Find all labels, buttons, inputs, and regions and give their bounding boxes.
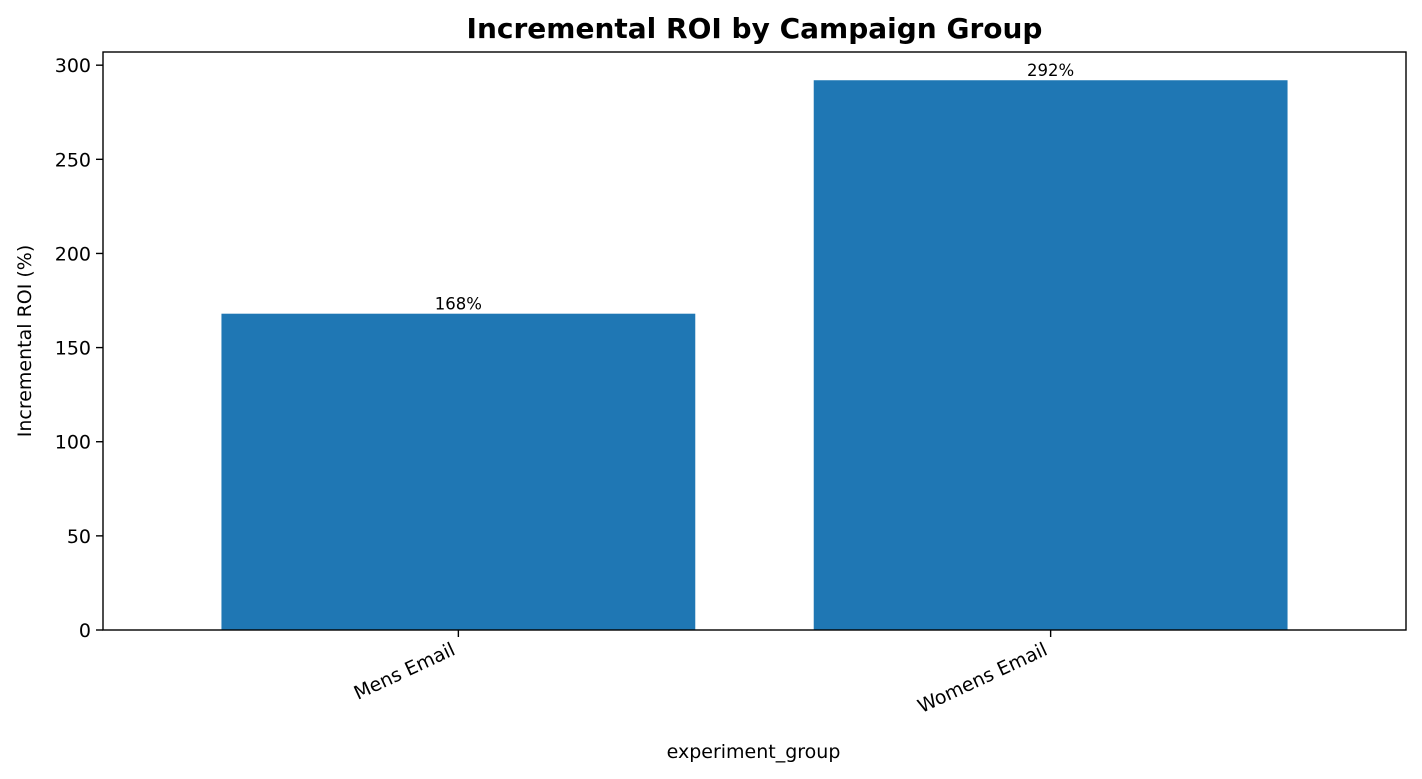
y-tick-label: 150 xyxy=(55,338,91,360)
y-axis-label: Incremental ROI (%) xyxy=(14,245,36,438)
bars-group xyxy=(221,80,1288,631)
plot-frame xyxy=(102,51,1407,631)
y-tick-label: 200 xyxy=(55,243,91,265)
y-axis: 0 50 100 150 200 250 300 xyxy=(55,55,103,642)
chart-title: Incremental ROI by Campaign Group xyxy=(467,12,1043,45)
y-tick-label: 100 xyxy=(55,432,91,454)
bar-womens-email xyxy=(813,80,1288,631)
y-tick-label: 250 xyxy=(55,149,91,171)
x-axis-label: experiment_group xyxy=(667,741,841,763)
data-label: 168% xyxy=(435,295,482,314)
data-labels-group: 168% 292% xyxy=(435,61,1074,313)
bar-mens-email xyxy=(221,313,696,630)
y-tick-label: 50 xyxy=(67,526,91,548)
data-label: 292% xyxy=(1027,61,1074,80)
x-axis: Mens Email Womens Email xyxy=(351,630,1052,718)
y-tick-label: 0 xyxy=(79,620,91,642)
y-tick-label: 300 xyxy=(55,55,91,77)
x-tick-label: Mens Email xyxy=(351,639,459,705)
x-tick-label: Womens Email xyxy=(914,639,1050,718)
